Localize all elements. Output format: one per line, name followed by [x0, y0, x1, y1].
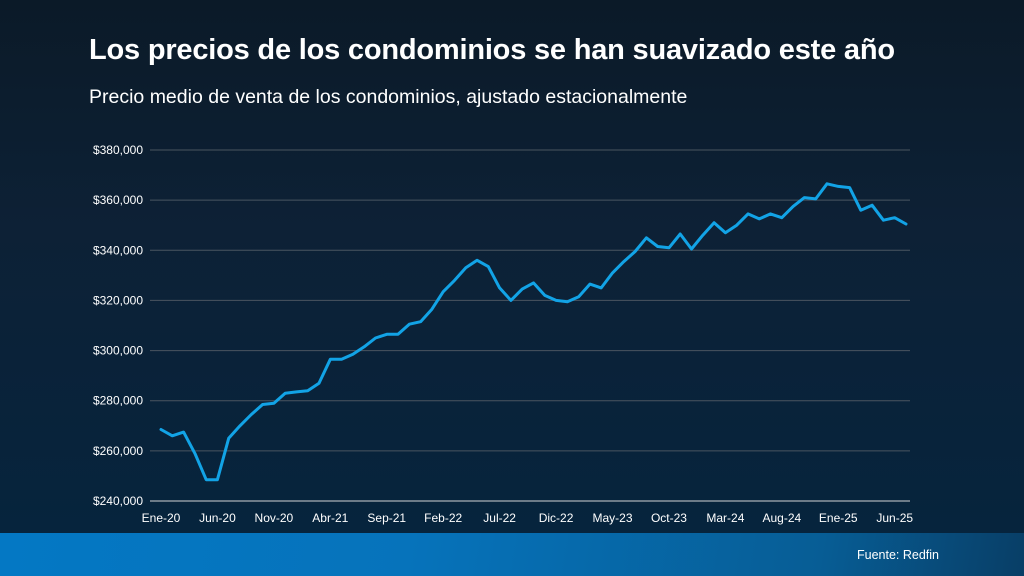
y-axis-tick-labels: $240,000 $260,000 $280,000 $300,000 $320,000…	[93, 143, 143, 508]
series-line-layer	[159, 182, 908, 482]
series-line	[159, 182, 908, 482]
footer-band	[0, 533, 1024, 576]
y-tick-label: $380,000	[93, 143, 143, 157]
x-axis-tick-labels: Ene-20 Jun-20 Nov-20 Abr-21 Sep-21 Feb-22 Jul-…	[142, 511, 914, 525]
x-tick-label: Ene-25	[819, 511, 858, 525]
y-tick-label: $240,000	[93, 494, 143, 508]
x-tick-label: Dic-22	[539, 511, 574, 525]
x-tick-label: Jun-20	[199, 511, 236, 525]
x-tick-label: Feb-22	[424, 511, 462, 525]
x-tick-label: Ene-20	[142, 511, 181, 525]
chart-subtitle: Precio medio de venta de los condominios…	[89, 86, 688, 108]
y-tick-label: $340,000	[93, 243, 143, 257]
y-tick-label: $280,000	[93, 394, 143, 408]
source-note: Fuente: Redfin	[857, 548, 939, 562]
y-tick-label: $260,000	[93, 444, 143, 458]
x-tick-label: Nov-20	[255, 511, 294, 525]
x-tick-label: Jul-22	[483, 511, 516, 525]
x-tick-label: Sep-21	[367, 511, 406, 525]
chart-title: Los precios de los condominios se han su…	[89, 34, 895, 66]
gridlines	[150, 149, 910, 502]
x-tick-label: Jun-25	[876, 511, 913, 525]
x-tick-label: May-23	[593, 511, 633, 525]
x-tick-label: Oct-23	[651, 511, 687, 525]
x-tick-label: Aug-24	[762, 511, 801, 525]
x-tick-label: Mar-24	[706, 511, 744, 525]
y-tick-label: $360,000	[93, 193, 143, 207]
y-tick-label: $300,000	[93, 344, 143, 358]
y-tick-label: $320,000	[93, 293, 143, 307]
x-tick-label: Abr-21	[312, 511, 348, 525]
